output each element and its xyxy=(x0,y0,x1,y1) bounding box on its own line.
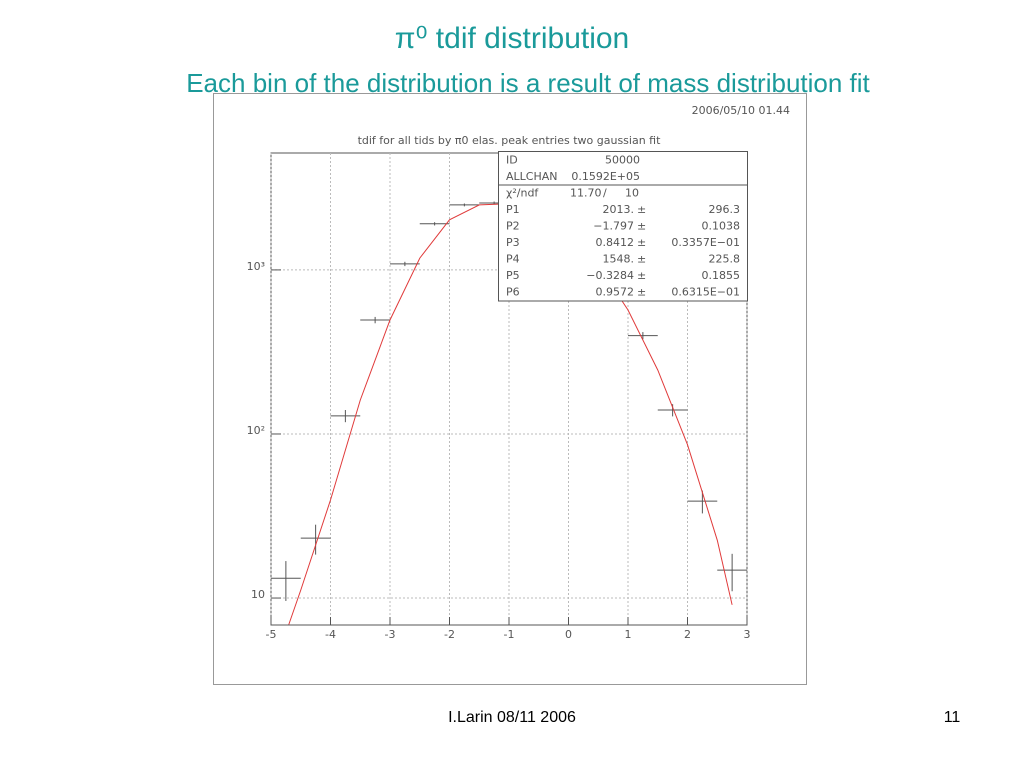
stat-value: 10 xyxy=(625,186,639,199)
stat-value: 2013. xyxy=(603,203,635,216)
x-tick-label: 0 xyxy=(565,628,572,641)
stat-pm: ± xyxy=(637,219,646,232)
x-tick-label: -5 xyxy=(266,628,277,641)
stat-name: P1 xyxy=(506,203,520,216)
stat-value: 50000 xyxy=(605,153,640,166)
stat-value: 0.8412 xyxy=(596,236,635,249)
stat-name: ALLCHAN xyxy=(506,170,558,183)
y-tick-label: 10³ xyxy=(247,260,265,273)
page-number: 11 xyxy=(944,709,961,726)
stat-name: P3 xyxy=(506,236,520,249)
stat-error: 0.1038 xyxy=(702,219,741,232)
stat-sep: / xyxy=(603,186,607,199)
stat-error: 296.3 xyxy=(709,203,741,216)
x-tick-label: 1 xyxy=(625,628,632,641)
timestamp: 2006/05/10 01.44 xyxy=(692,104,790,117)
stat-error: 225.8 xyxy=(709,252,741,265)
y-tick-label: 10 xyxy=(251,588,265,601)
stat-name: P2 xyxy=(506,219,520,232)
slide-subtitle: Each bin of the distribution is a result… xyxy=(186,68,870,98)
x-tick-label: -2 xyxy=(444,628,455,641)
stat-error: 0.3357E−01 xyxy=(671,236,740,249)
stat-name: ID xyxy=(506,153,518,166)
footer: I.Larin 08/11 2006 xyxy=(448,709,576,726)
stat-pm: ± xyxy=(637,285,646,298)
stat-value: −1.797 xyxy=(593,219,634,232)
stat-error: 0.6315E−01 xyxy=(671,285,740,298)
stat-error: 0.1855 xyxy=(702,269,741,282)
x-tick-label: -3 xyxy=(385,628,396,641)
stat-name: P6 xyxy=(506,285,520,298)
x-tick-label: -1 xyxy=(504,628,515,641)
y-tick-label: 10² xyxy=(247,424,265,437)
x-tick-label: -4 xyxy=(325,628,336,641)
stat-name: P4 xyxy=(506,252,520,265)
stat-name: P5 xyxy=(506,269,520,282)
stat-pm: ± xyxy=(637,236,646,249)
x-tick-label: 2 xyxy=(684,628,691,641)
stat-name: χ²/ndf xyxy=(506,186,539,199)
stat-value: −0.3284 xyxy=(586,269,634,282)
stat-value: 1548. xyxy=(603,252,635,265)
stats-box xyxy=(498,151,748,302)
stat-pm: ± xyxy=(637,269,646,282)
slide-title: π⁰ tdif distribution xyxy=(395,22,630,55)
stat-pm: ± xyxy=(637,252,646,265)
stat-value: 0.1592E+05 xyxy=(571,170,640,183)
stat-value: 0.9572 xyxy=(596,285,635,298)
chart-title: tdif for all tids by π0 elas. peak entri… xyxy=(358,134,662,147)
x-tick-label: 3 xyxy=(744,628,751,641)
stat-pm: ± xyxy=(637,203,646,216)
stat-value: 11.70 xyxy=(570,186,602,199)
